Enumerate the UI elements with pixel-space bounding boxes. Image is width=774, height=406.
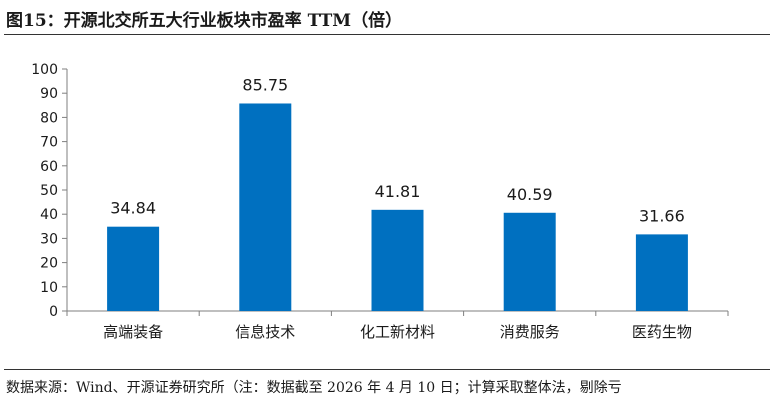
y-tick-label: 20 [40, 256, 58, 272]
x-category-label: 高端装备 [103, 323, 163, 341]
footer-divider [4, 369, 770, 370]
y-tick-label: 90 [40, 86, 58, 102]
x-category-label: 医药生物 [632, 323, 692, 341]
x-category-label: 信息技术 [235, 323, 295, 341]
x-category-label: 化工新材料 [360, 323, 435, 341]
y-tick-label: 70 [40, 135, 58, 151]
y-tick-label: 80 [40, 110, 58, 126]
figure-title: 图15：开源北交所五大行业板块市盈率 TTM（倍） [6, 11, 403, 31]
bar-value-label: 41.81 [375, 182, 421, 201]
y-tick-label: 60 [40, 159, 58, 175]
y-tick-label: 100 [31, 62, 58, 78]
y-tick-label: 50 [40, 183, 58, 199]
bar-series [107, 103, 688, 311]
data-labels: 34.84 85.75 41.81 40.59 31.66 [110, 75, 685, 225]
bar [107, 226, 160, 311]
bar-value-label: 34.84 [110, 199, 156, 218]
y-tick-label: 30 [40, 231, 58, 247]
bar-chart: 0 10 20 30 40 50 60 70 80 90 100 高端装备 信息技术 化工新材料 消费服务… [31, 62, 729, 341]
bar-value-label: 85.75 [242, 75, 288, 94]
bar [371, 209, 424, 311]
bar [239, 103, 292, 311]
bar [635, 234, 688, 311]
title-divider [4, 34, 770, 35]
bar-value-label: 31.66 [639, 206, 685, 225]
x-category-label: 消费服务 [500, 323, 560, 341]
y-axis: 0 10 20 30 40 50 60 70 80 90 100 [31, 62, 68, 320]
y-tick-label: 10 [40, 280, 58, 296]
source-note: 数据来源：Wind、开源证券研究所（注：数据截至 2026 年 4 月 10 日… [6, 380, 622, 396]
y-tick-label: 40 [40, 207, 58, 223]
bar [503, 212, 556, 311]
x-axis: 高端装备 信息技术 化工新材料 消费服务 医药生物 [66, 310, 729, 341]
y-tick-label: 0 [49, 304, 58, 320]
bar-value-label: 40.59 [507, 185, 553, 204]
